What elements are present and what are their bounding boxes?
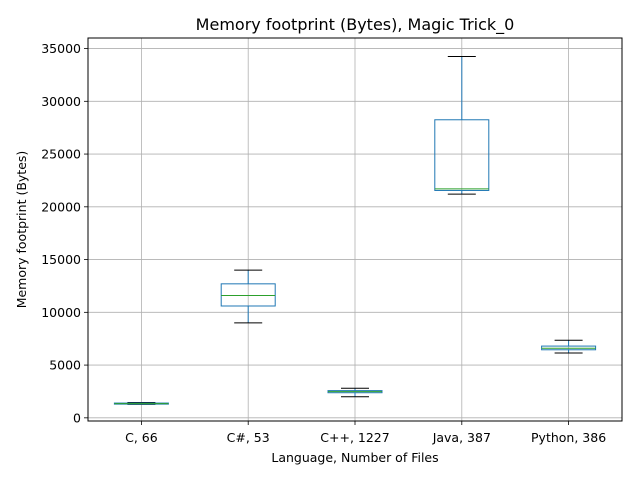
chart-title: Memory footprint (Bytes), Magic Trick_0 <box>196 15 515 35</box>
y-tick-label: 5000 <box>49 358 81 373</box>
y-tick-label: 20000 <box>41 199 81 214</box>
x-tick-label: Java, 387 <box>432 430 491 445</box>
grid-layer <box>88 38 622 421</box>
y-tick-label: 10000 <box>41 305 81 320</box>
iqr-box <box>220 283 276 307</box>
x-tick-label: C#, 53 <box>227 430 270 445</box>
y-tick-label: 30000 <box>41 94 81 109</box>
x-tick-label: C++, 1227 <box>320 430 389 445</box>
x-tick-label: C, 66 <box>125 430 158 445</box>
box-layer <box>113 55 597 405</box>
y-tick-label: 35000 <box>41 41 81 56</box>
y-tick-label: 15000 <box>41 252 81 267</box>
y-tick-label: 0 <box>73 410 81 425</box>
y-axis-label: Memory footprint (Bytes) <box>14 151 29 309</box>
tick-layer: 0 5000 10000 15000 20000 25000 30000 35000 C, 66… <box>41 41 606 445</box>
y-tick-label: 25000 <box>41 147 81 162</box>
iqr-box <box>434 119 490 191</box>
x-tick-label: Python, 386 <box>531 430 606 445</box>
x-axis-label: Language, Number of Files <box>271 450 438 465</box>
